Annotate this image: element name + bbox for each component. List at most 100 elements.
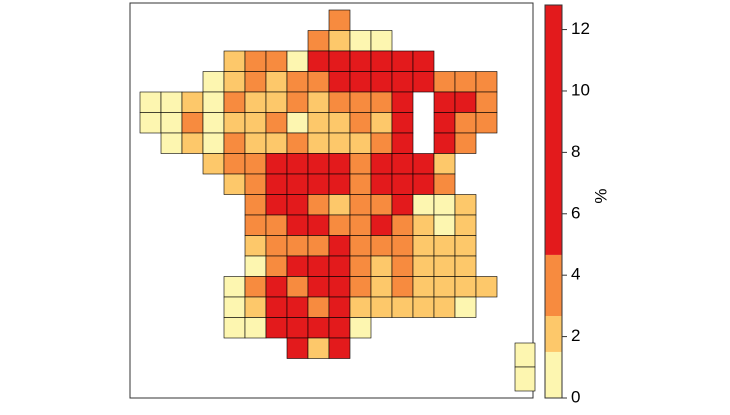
department bbox=[391, 235, 414, 257]
department bbox=[223, 71, 246, 93]
department bbox=[286, 194, 309, 216]
department bbox=[370, 132, 393, 154]
department bbox=[244, 71, 267, 93]
department bbox=[370, 235, 393, 257]
department bbox=[433, 276, 456, 298]
department bbox=[349, 276, 372, 298]
department bbox=[265, 235, 288, 257]
department bbox=[286, 255, 309, 277]
department bbox=[307, 235, 330, 257]
department bbox=[349, 132, 372, 154]
department bbox=[307, 194, 330, 216]
department bbox=[244, 255, 267, 277]
legend-band bbox=[545, 254, 562, 317]
map-frame bbox=[129, 2, 534, 399]
department bbox=[370, 153, 393, 175]
department bbox=[328, 50, 351, 72]
department bbox=[433, 112, 456, 134]
department bbox=[223, 276, 246, 298]
department bbox=[349, 214, 372, 236]
department bbox=[265, 153, 288, 175]
department bbox=[286, 337, 309, 359]
department bbox=[160, 91, 183, 113]
department bbox=[433, 91, 456, 113]
department bbox=[412, 153, 435, 175]
legend-band bbox=[545, 316, 562, 352]
department bbox=[328, 9, 351, 31]
department bbox=[181, 112, 204, 134]
department bbox=[244, 50, 267, 72]
department bbox=[328, 317, 351, 339]
department bbox=[370, 91, 393, 113]
department bbox=[307, 71, 330, 93]
department bbox=[286, 235, 309, 257]
department bbox=[433, 194, 456, 216]
department bbox=[349, 317, 372, 339]
department bbox=[391, 91, 414, 113]
department bbox=[286, 296, 309, 318]
department bbox=[433, 214, 456, 236]
department bbox=[307, 255, 330, 277]
department bbox=[286, 153, 309, 175]
department bbox=[349, 71, 372, 93]
legend-tick-label: 10 bbox=[571, 80, 590, 99]
department bbox=[412, 214, 435, 236]
department bbox=[328, 153, 351, 175]
department bbox=[244, 194, 267, 216]
department bbox=[475, 112, 498, 134]
department bbox=[265, 132, 288, 154]
department bbox=[307, 50, 330, 72]
department bbox=[454, 235, 477, 257]
department bbox=[286, 276, 309, 298]
department bbox=[265, 194, 288, 216]
department bbox=[412, 194, 435, 216]
department bbox=[412, 255, 435, 277]
department bbox=[370, 255, 393, 277]
department bbox=[391, 112, 414, 134]
department bbox=[349, 235, 372, 257]
legend-tick-label: 2 bbox=[571, 326, 580, 345]
department bbox=[475, 71, 498, 93]
department bbox=[265, 214, 288, 236]
department bbox=[307, 30, 330, 52]
department bbox=[265, 276, 288, 298]
department bbox=[328, 71, 351, 93]
department bbox=[454, 276, 477, 298]
department bbox=[265, 255, 288, 277]
department bbox=[265, 317, 288, 339]
department bbox=[307, 276, 330, 298]
department bbox=[475, 276, 498, 298]
department bbox=[370, 173, 393, 195]
department bbox=[307, 173, 330, 195]
department bbox=[244, 276, 267, 298]
department bbox=[223, 296, 246, 318]
department bbox=[286, 317, 309, 339]
department bbox=[349, 112, 372, 134]
department bbox=[244, 91, 267, 113]
department bbox=[265, 112, 288, 134]
department bbox=[286, 112, 309, 134]
department bbox=[391, 173, 414, 195]
department bbox=[454, 214, 477, 236]
department bbox=[370, 296, 393, 318]
legend-band bbox=[545, 351, 562, 398]
department bbox=[391, 50, 414, 72]
department bbox=[202, 132, 225, 154]
department bbox=[244, 235, 267, 257]
department bbox=[286, 214, 309, 236]
department bbox=[349, 30, 372, 52]
department bbox=[244, 214, 267, 236]
department bbox=[244, 173, 267, 195]
department bbox=[391, 71, 414, 93]
department bbox=[265, 91, 288, 113]
legend-tick-label: 8 bbox=[571, 142, 580, 161]
department bbox=[181, 91, 204, 113]
department bbox=[475, 91, 498, 113]
department bbox=[391, 153, 414, 175]
department bbox=[244, 317, 267, 339]
legend-frame bbox=[544, 4, 563, 399]
department bbox=[328, 235, 351, 257]
department bbox=[349, 50, 372, 72]
department bbox=[307, 317, 330, 339]
department bbox=[391, 214, 414, 236]
